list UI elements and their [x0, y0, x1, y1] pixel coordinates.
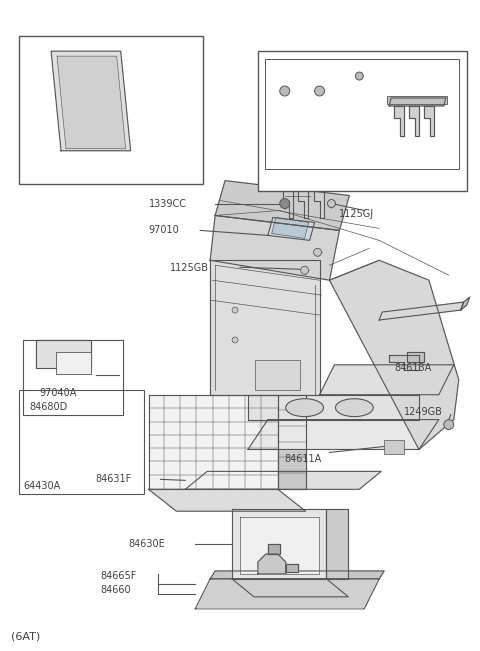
Polygon shape [424, 106, 434, 136]
Circle shape [327, 200, 336, 208]
Polygon shape [240, 517, 319, 574]
Polygon shape [313, 189, 324, 219]
Polygon shape [394, 106, 404, 136]
Polygon shape [51, 51, 131, 151]
Polygon shape [283, 189, 293, 219]
Polygon shape [148, 490, 306, 511]
Polygon shape [278, 395, 306, 490]
Bar [56, 352, 91, 374]
Polygon shape [210, 260, 320, 395]
Polygon shape [215, 180, 349, 230]
Polygon shape [268, 544, 280, 554]
Text: 1125GJ: 1125GJ [339, 210, 374, 219]
Polygon shape [272, 217, 309, 238]
Bar [19, 36, 203, 184]
Text: 84635B: 84635B [305, 165, 342, 176]
Polygon shape [36, 340, 91, 368]
Polygon shape [268, 217, 314, 240]
Bar [19, 390, 144, 494]
Text: (W/O CONSOLE AIR VENT): (W/O CONSOLE AIR VENT) [26, 171, 143, 180]
Polygon shape [185, 471, 381, 490]
Polygon shape [286, 564, 298, 572]
Circle shape [280, 86, 290, 96]
Polygon shape [210, 215, 339, 280]
Polygon shape [248, 420, 439, 449]
Polygon shape [389, 98, 446, 106]
Text: 84660: 84660 [101, 585, 132, 595]
Polygon shape [148, 395, 278, 490]
Polygon shape [258, 554, 286, 574]
Polygon shape [329, 260, 459, 449]
Circle shape [314, 86, 324, 96]
Polygon shape [461, 297, 469, 310]
Bar [387, 96, 447, 104]
Circle shape [355, 72, 363, 80]
Text: 84665F: 84665F [101, 571, 137, 581]
Polygon shape [210, 571, 384, 579]
Bar [255, 360, 300, 390]
Circle shape [300, 266, 309, 274]
Text: 64430A: 64430A [23, 481, 60, 492]
Bar [384, 439, 404, 454]
Polygon shape [232, 579, 348, 597]
Polygon shape [275, 180, 341, 189]
Polygon shape [57, 56, 126, 149]
Text: 1339CC: 1339CC [148, 199, 187, 208]
Text: (6AT): (6AT) [12, 631, 41, 642]
Text: 97010: 97010 [148, 225, 180, 236]
Text: 97040A: 97040A [39, 388, 76, 398]
Text: 95420N: 95420N [285, 111, 323, 121]
Polygon shape [197, 580, 377, 608]
Text: 84611A: 84611A [285, 454, 322, 464]
Circle shape [313, 248, 322, 256]
Circle shape [232, 307, 238, 313]
Text: 84680D: 84680D [29, 402, 68, 411]
Polygon shape [232, 509, 326, 579]
Polygon shape [320, 365, 454, 395]
Text: 84613A: 84613A [394, 363, 432, 373]
Bar [23, 340, 123, 415]
Text: 84630E: 84630E [129, 539, 166, 549]
Bar [258, 51, 467, 191]
Text: 1125GB: 1125GB [170, 263, 209, 273]
Circle shape [444, 420, 454, 430]
Polygon shape [195, 579, 379, 609]
Polygon shape [326, 509, 348, 579]
Bar [265, 59, 459, 169]
Polygon shape [409, 106, 419, 136]
Circle shape [280, 199, 290, 208]
Polygon shape [379, 302, 464, 320]
Polygon shape [298, 189, 308, 219]
Text: 84631F: 84631F [96, 475, 132, 484]
Polygon shape [407, 352, 424, 362]
Ellipse shape [336, 398, 373, 417]
Text: 84680D: 84680D [71, 158, 109, 168]
Ellipse shape [286, 398, 324, 417]
Text: 84635B: 84635B [290, 169, 327, 178]
Text: (W/SMART KEY - FR DR): (W/SMART KEY - FR DR) [263, 179, 369, 188]
Polygon shape [389, 355, 419, 370]
Circle shape [232, 337, 238, 343]
Polygon shape [248, 395, 419, 420]
Text: 1249GB: 1249GB [404, 407, 443, 417]
